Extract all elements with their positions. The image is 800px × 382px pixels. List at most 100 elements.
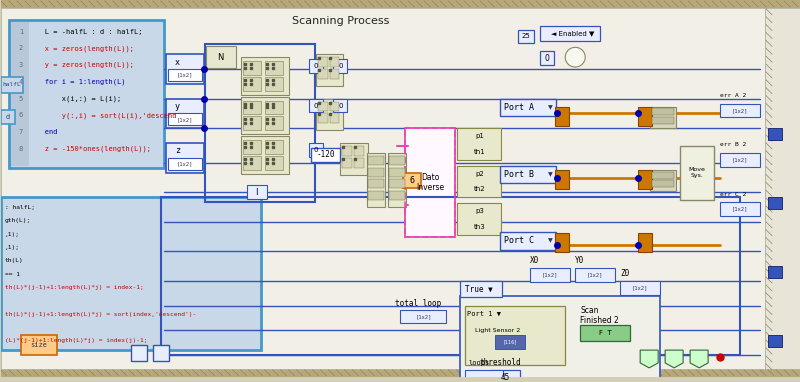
Text: Move
Sys.: Move Sys. xyxy=(689,167,706,178)
Text: [1x2]: [1x2] xyxy=(415,314,431,319)
Bar xyxy=(309,59,322,73)
Bar xyxy=(652,180,674,188)
Bar xyxy=(575,268,615,282)
Text: Port B: Port B xyxy=(504,170,534,179)
Text: y: y xyxy=(174,102,180,111)
Text: th(L)*(j-1)+1:length(L)*j) = sort(index,'descend')-: th(L)*(j-1)+1:length(L)*j) = sort(index,… xyxy=(5,312,196,317)
Bar xyxy=(246,185,266,199)
Text: 8: 8 xyxy=(18,146,23,152)
Bar xyxy=(768,266,782,278)
Bar xyxy=(168,69,202,81)
Circle shape xyxy=(566,47,586,67)
Text: X0: X0 xyxy=(530,256,539,265)
Text: gth(L);: gth(L); xyxy=(5,219,31,223)
Bar xyxy=(638,170,652,189)
Bar xyxy=(242,77,261,91)
Text: th3: th3 xyxy=(474,224,486,230)
Bar xyxy=(765,8,800,369)
Text: size: size xyxy=(30,342,47,348)
Text: x = zeros(length(L));: x = zeros(length(L)); xyxy=(32,45,134,52)
Bar xyxy=(242,100,261,114)
Bar xyxy=(318,69,327,79)
Text: 0: 0 xyxy=(545,54,550,63)
Polygon shape xyxy=(665,350,683,368)
Bar xyxy=(309,99,322,112)
Bar xyxy=(369,168,385,176)
Bar xyxy=(1,77,23,93)
Bar xyxy=(369,191,385,200)
Bar xyxy=(518,29,534,44)
Text: == 1: == 1 xyxy=(5,272,20,277)
Bar xyxy=(166,54,204,84)
Bar xyxy=(652,117,674,124)
Bar xyxy=(490,370,520,382)
Bar xyxy=(315,99,343,130)
Text: ▼: ▼ xyxy=(548,238,553,243)
Text: th2: th2 xyxy=(474,186,485,193)
Bar xyxy=(555,170,570,189)
Text: y(:,i) = sort(L(i),'descend: y(:,i) = sort(L(i),'descend xyxy=(32,112,176,119)
Bar xyxy=(310,148,341,162)
Bar xyxy=(406,128,455,237)
Bar xyxy=(242,61,261,75)
Text: p2: p2 xyxy=(475,171,484,176)
Text: end: end xyxy=(32,129,58,135)
Bar xyxy=(265,156,282,170)
Bar xyxy=(168,158,202,170)
Text: 45: 45 xyxy=(501,373,510,382)
Bar xyxy=(369,156,385,165)
Text: err A 2: err A 2 xyxy=(720,93,746,98)
Text: 6: 6 xyxy=(410,176,415,185)
Bar xyxy=(720,202,760,216)
Polygon shape xyxy=(640,350,658,368)
Bar xyxy=(390,180,406,188)
Bar xyxy=(342,158,353,168)
Text: Port 1 ▼: Port 1 ▼ xyxy=(467,311,502,317)
Bar xyxy=(330,113,339,123)
Text: p1: p1 xyxy=(475,133,484,139)
Bar xyxy=(354,158,365,168)
Bar xyxy=(9,20,164,168)
Text: Scan
Finished 2: Scan Finished 2 xyxy=(580,306,619,325)
Bar xyxy=(680,146,714,200)
Bar xyxy=(242,156,261,170)
Text: 1: 1 xyxy=(18,29,23,34)
Bar xyxy=(390,191,406,200)
Text: F  T: F T xyxy=(599,330,611,336)
Text: x(i,:) = L(i);: x(i,:) = L(i); xyxy=(32,96,121,102)
Bar xyxy=(768,335,782,347)
Text: x: x xyxy=(174,58,180,66)
Text: 0: 0 xyxy=(338,102,342,108)
Bar xyxy=(620,281,660,295)
Text: z = -150*ones(length(L));: z = -150*ones(length(L)); xyxy=(32,146,151,152)
Bar xyxy=(555,107,570,126)
Text: th(L)*(j-1)+1:length(L)*j) = index-1;: th(L)*(j-1)+1:length(L)*j) = index-1; xyxy=(5,285,143,290)
Text: -120: -120 xyxy=(316,151,334,159)
Bar xyxy=(768,197,782,209)
Bar xyxy=(11,22,29,166)
Bar xyxy=(242,140,261,154)
Text: halfL: halfL xyxy=(2,82,22,87)
Bar xyxy=(166,99,204,128)
Bar xyxy=(720,104,760,117)
Text: ,1);: ,1); xyxy=(5,245,20,250)
Text: [1x2]: [1x2] xyxy=(732,157,748,162)
Text: Port C: Port C xyxy=(504,236,534,245)
Text: I: I xyxy=(255,188,258,197)
Bar xyxy=(500,166,556,183)
Bar xyxy=(768,128,782,140)
Text: ▼: ▼ xyxy=(548,105,553,110)
Text: [1x2]: [1x2] xyxy=(632,285,648,290)
Bar xyxy=(206,46,236,68)
Bar xyxy=(540,26,600,41)
Text: err B 2: err B 2 xyxy=(720,142,746,147)
Bar xyxy=(1,0,800,8)
Text: 0: 0 xyxy=(338,63,342,69)
Bar xyxy=(241,97,289,134)
Text: y = zeros(length(L));: y = zeros(length(L)); xyxy=(32,62,134,68)
Text: 4: 4 xyxy=(18,79,23,85)
Text: 2: 2 xyxy=(18,45,23,51)
Text: th(L): th(L) xyxy=(5,258,23,263)
Bar xyxy=(458,128,502,160)
Bar xyxy=(334,59,347,73)
